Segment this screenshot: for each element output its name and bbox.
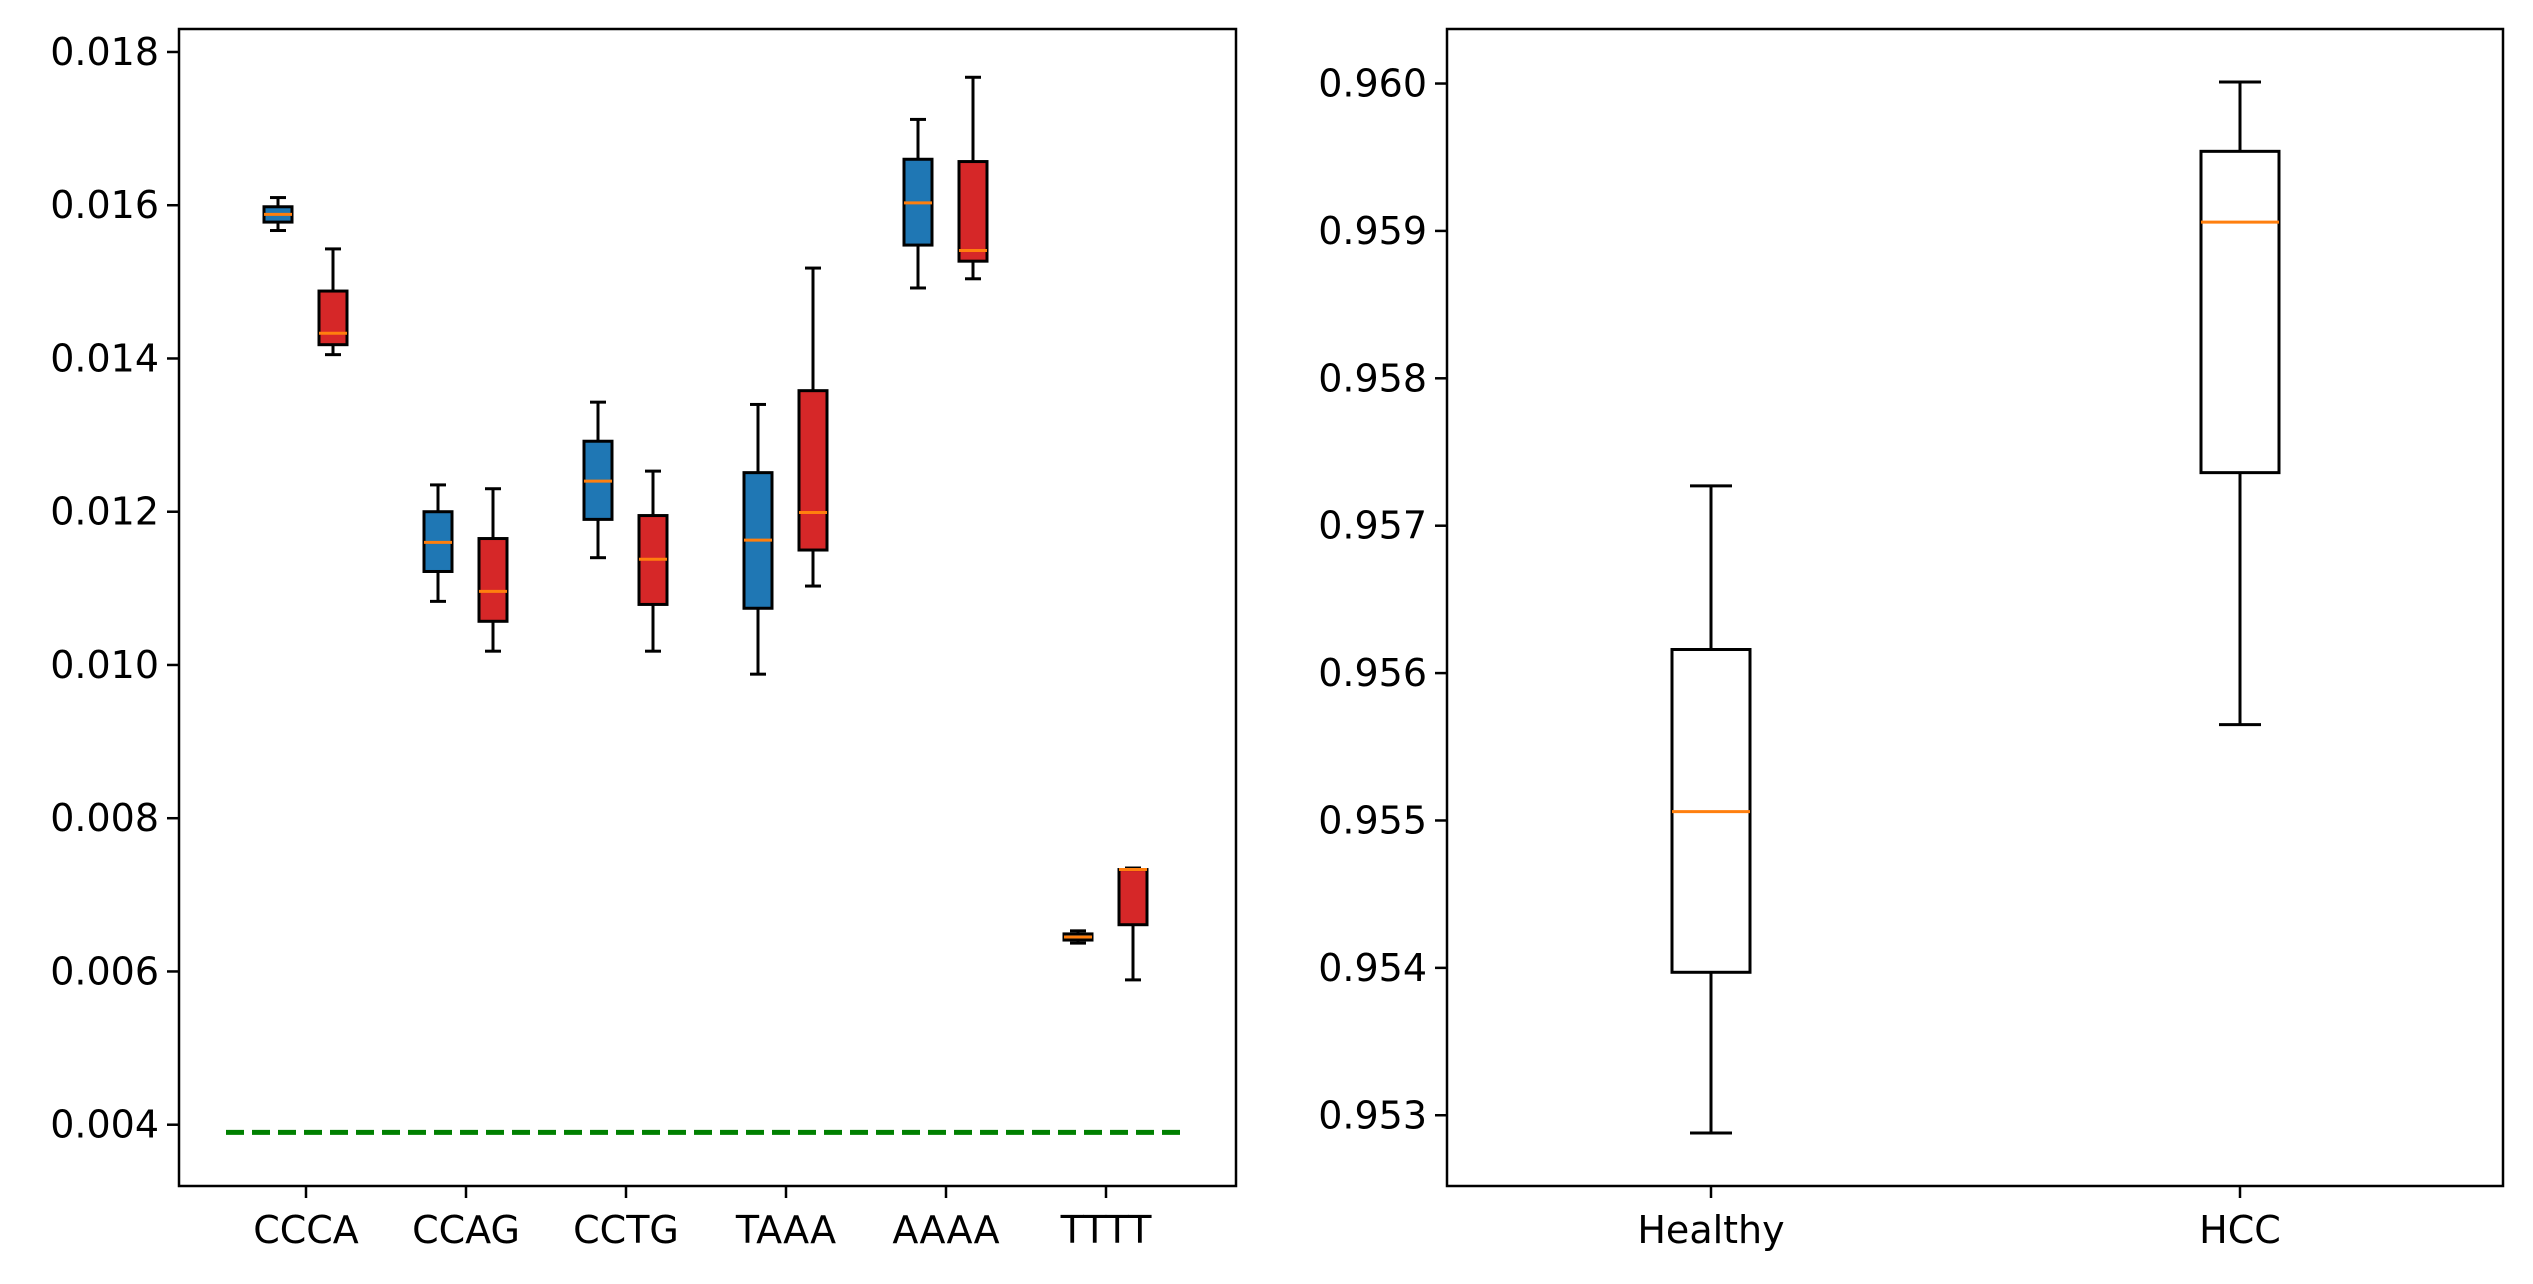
y-tick-label: 0.959 xyxy=(1318,209,1427,253)
y-tick-label: 0.953 xyxy=(1318,1093,1427,1137)
y-tick-label: 0.018 xyxy=(50,30,159,74)
y-tick-label: 0.957 xyxy=(1318,504,1427,548)
x-tick-label: TAAA xyxy=(735,1208,836,1252)
y-tick-label: 0.955 xyxy=(1318,798,1427,842)
x-tick-label: CCCA xyxy=(253,1208,359,1252)
y-tick-label: 0.004 xyxy=(50,1103,159,1147)
y-tick-label: 0.006 xyxy=(50,949,159,993)
box-ccag-series-2-box xyxy=(477,537,509,623)
right-boxplot-panel: 0.953 0.954 0.955 0.956 0.957 0.958 0.959 0.960… xyxy=(1318,27,2505,1252)
x-tick-label: TTTT xyxy=(1060,1208,1153,1252)
axes-frame xyxy=(177,27,1238,1188)
y-tick-label: 0.958 xyxy=(1318,356,1427,400)
y-tick-label: 0.016 xyxy=(50,183,159,227)
x-tick-label: Healthy xyxy=(1637,1208,1784,1252)
y-tick-label: 0.012 xyxy=(50,490,159,534)
box-taaa-series-2-box xyxy=(797,389,829,552)
box-ccca-series-2-box xyxy=(317,289,349,347)
box-aaaa-series-2-box xyxy=(957,160,989,263)
y-tick-label: 0.008 xyxy=(50,796,159,840)
box-tttt-series-2-box xyxy=(1117,868,1149,927)
axes-frame xyxy=(1445,27,2505,1188)
box-hcc-box xyxy=(2199,149,2281,475)
y-tick-label: 0.960 xyxy=(1318,62,1427,106)
x-tick-label: CCAG xyxy=(412,1208,520,1252)
x-tick-label: CCTG xyxy=(573,1208,679,1252)
x-tick-label: AAAA xyxy=(892,1208,999,1252)
y-tick-label: 0.010 xyxy=(50,643,159,687)
x-tick-label: HCC xyxy=(2199,1208,2281,1252)
y-tick-label: 0.954 xyxy=(1318,946,1427,990)
y-tick-label: 0.014 xyxy=(50,336,159,380)
left-boxplot-panel: 0.004 0.006 0.008 0.010 0.012 0.014 0.016 0.018… xyxy=(50,27,1238,1252)
y-tick-label: 0.956 xyxy=(1318,651,1427,695)
